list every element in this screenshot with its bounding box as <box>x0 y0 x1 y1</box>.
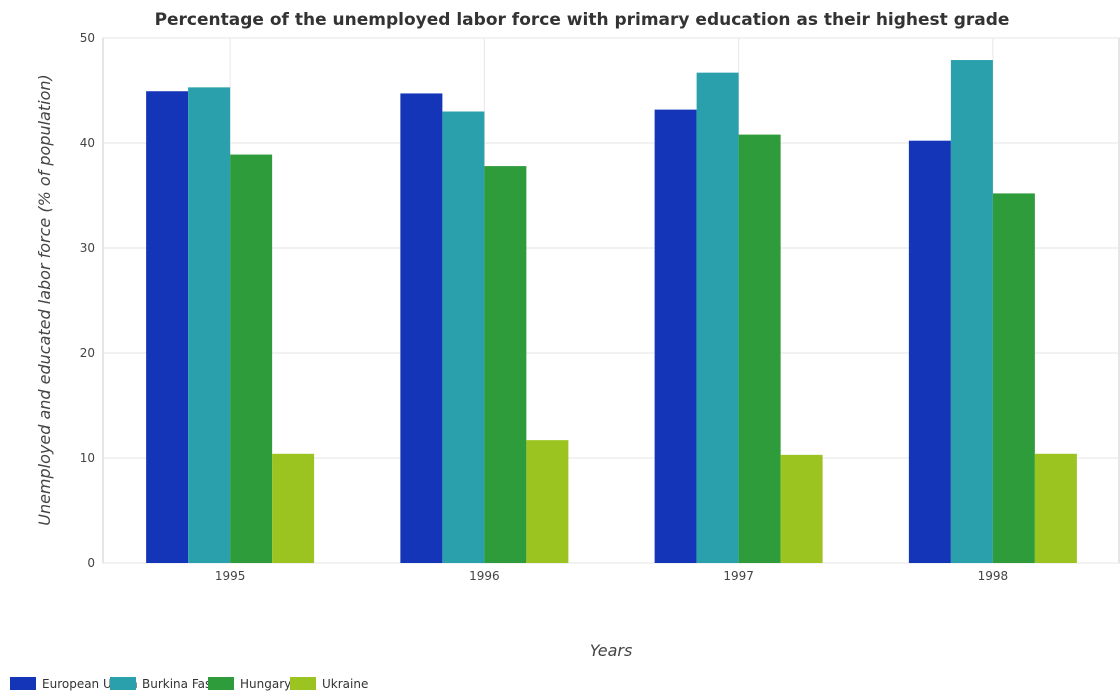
bar-european-union-1998 <box>908 140 951 563</box>
legend-swatch <box>208 677 234 690</box>
x-ticks: 1995 1996 1997 1998 <box>215 569 1008 583</box>
y-tick-label: 40 <box>80 136 95 150</box>
legend-label: Ukraine <box>322 677 368 691</box>
bar-ukraine-1997 <box>780 454 823 563</box>
legend-label: Burkina Faso <box>142 677 219 691</box>
y-tick-label: 30 <box>80 241 95 255</box>
bar-ukraine-1995 <box>272 453 315 563</box>
y-ticks: 0 10 20 30 40 50 <box>80 31 95 570</box>
legend-swatch <box>110 677 136 690</box>
bar-hungary-1996 <box>484 166 527 563</box>
bar-hungary-1998 <box>992 193 1035 563</box>
bar-european-union-1995 <box>146 91 189 564</box>
bar-burkina-faso-1997 <box>696 72 739 564</box>
chart-title: Percentage of the unemployed labor force… <box>155 10 1010 30</box>
y-axis-label: Unemployed and educated labor force (% o… <box>35 74 54 526</box>
bar-burkina-faso-1998 <box>950 60 993 564</box>
x-tick-label: 1995 <box>215 569 246 583</box>
bar-hungary-1995 <box>230 154 273 564</box>
legend-swatch <box>10 677 36 690</box>
x-axis-label: Years <box>590 641 633 660</box>
legend-label: Hungary <box>240 677 291 691</box>
bar-hungary-1997 <box>738 134 781 563</box>
bar-burkina-faso-1995 <box>188 87 231 563</box>
bar-european-union-1996 <box>400 93 443 563</box>
bar-ukraine-1998 <box>1034 453 1077 563</box>
x-tick-label: 1996 <box>469 569 500 583</box>
bar-european-union-1997 <box>654 109 697 564</box>
y-tick-label: 10 <box>80 451 95 465</box>
x-tick-label: 1997 <box>723 569 754 583</box>
x-tick-label: 1998 <box>978 569 1009 583</box>
legend-swatch <box>290 677 316 690</box>
bar-burkina-faso-1996 <box>442 111 485 563</box>
y-tick-label: 50 <box>80 31 95 45</box>
legend: European Union Burkina Faso Hungary Ukraine <box>10 677 368 691</box>
bar-ukraine-1996 <box>526 440 569 563</box>
bars <box>146 60 1077 564</box>
y-tick-label: 20 <box>80 346 95 360</box>
y-tick-label: 0 <box>87 556 95 570</box>
